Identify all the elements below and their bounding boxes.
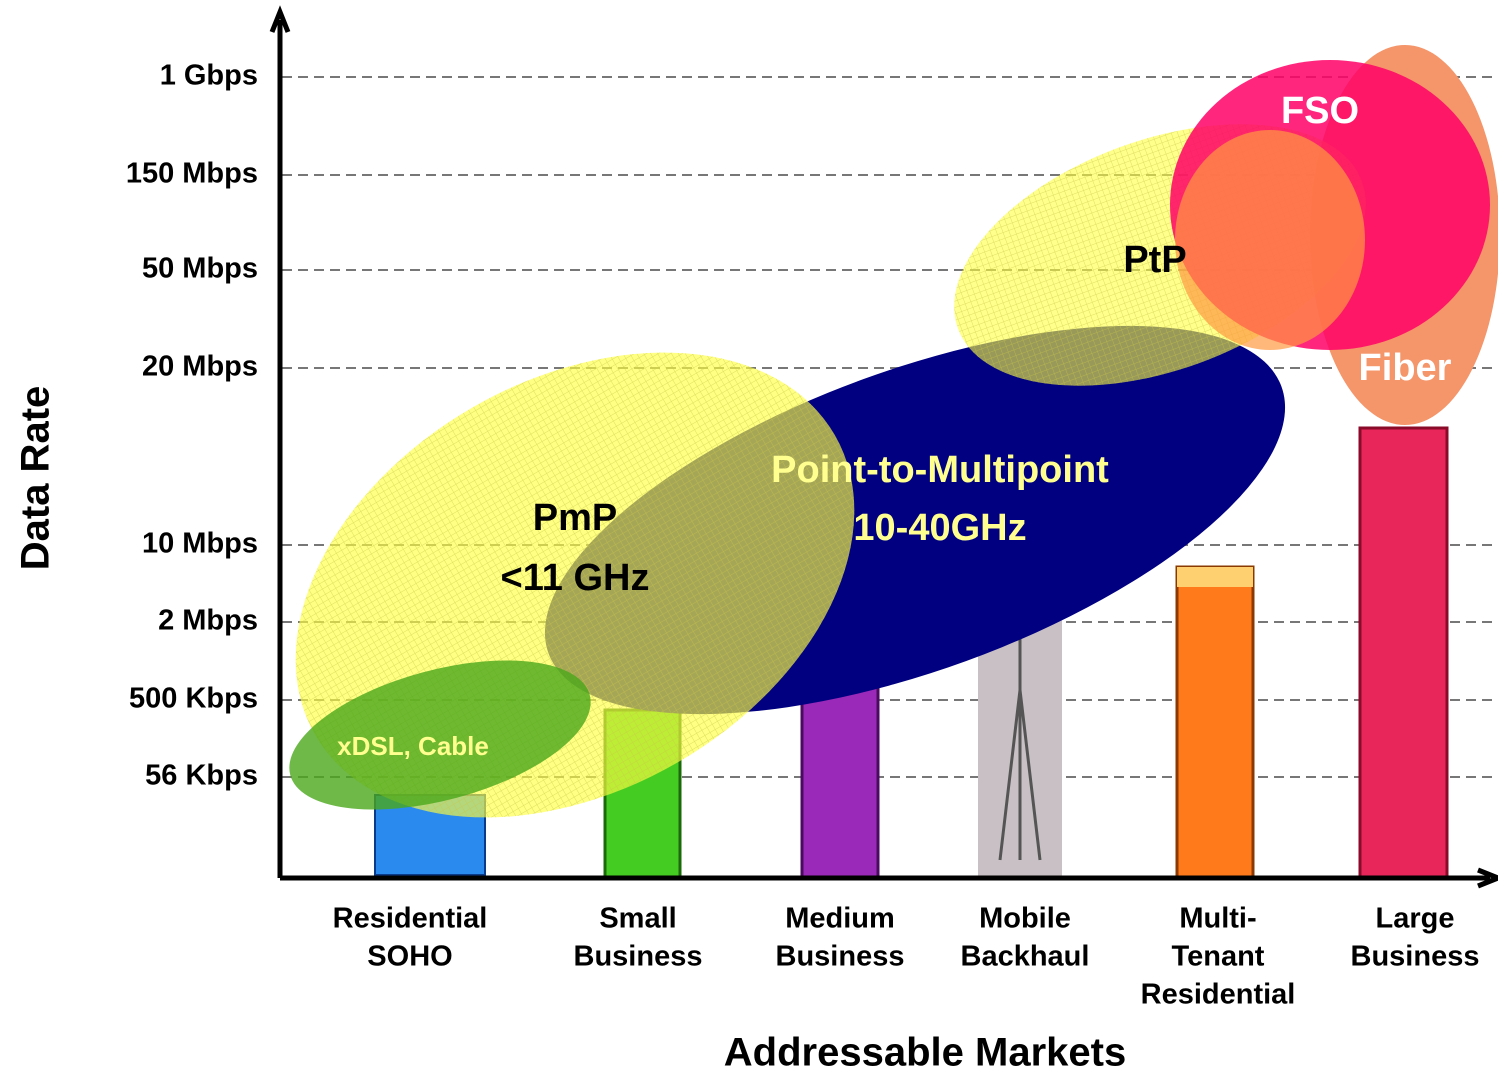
market-label: Small bbox=[599, 903, 676, 935]
pmp-low-label: <11 GHz bbox=[501, 557, 650, 599]
y-level-label: 20 Mbps bbox=[142, 351, 258, 383]
pmp-low-label: PmP bbox=[533, 497, 617, 539]
market-label: Multi- bbox=[1179, 903, 1256, 935]
market-label: Large bbox=[1376, 903, 1455, 935]
x-axis bbox=[280, 867, 1498, 889]
market-label: Mobile bbox=[979, 903, 1071, 935]
pmp-high-label: Point-to-Multipoint bbox=[771, 449, 1109, 491]
market-label: Residential bbox=[333, 903, 488, 935]
y-level-label: 150 Mbps bbox=[126, 158, 258, 190]
y-level-label: 1 Gbps bbox=[160, 60, 258, 92]
market-label: Residential bbox=[1141, 979, 1296, 1011]
y-level-label: 2 Mbps bbox=[158, 605, 258, 637]
y-axis bbox=[269, 5, 291, 878]
market-label: Business bbox=[574, 941, 703, 973]
market-label: Backhaul bbox=[961, 941, 1090, 973]
market-label: Medium bbox=[785, 903, 895, 935]
market-label: SOHO bbox=[367, 941, 452, 973]
y-level-label: 56 Kbps bbox=[145, 760, 258, 792]
market-label: Business bbox=[1351, 941, 1480, 973]
xdsl-region bbox=[289, 660, 591, 810]
pmp-high-label: 10-40GHz bbox=[853, 507, 1026, 549]
y-level-label: 500 Kbps bbox=[129, 683, 258, 715]
fiber-label: Fiber bbox=[1359, 347, 1452, 389]
market-label: Business bbox=[776, 941, 905, 973]
fso-label: FSO bbox=[1281, 90, 1359, 132]
y-level-label: 10 Mbps bbox=[142, 528, 258, 560]
y-axis-title: Data Rate bbox=[14, 386, 58, 571]
x-axis-title: Addressable Markets bbox=[724, 1031, 1126, 1075]
ptp-label: PtP bbox=[1123, 239, 1186, 281]
market-label: Tenant bbox=[1172, 941, 1265, 973]
y-level-label: 50 Mbps bbox=[142, 253, 258, 285]
xdsl-label: xDSL, Cable bbox=[337, 731, 489, 761]
